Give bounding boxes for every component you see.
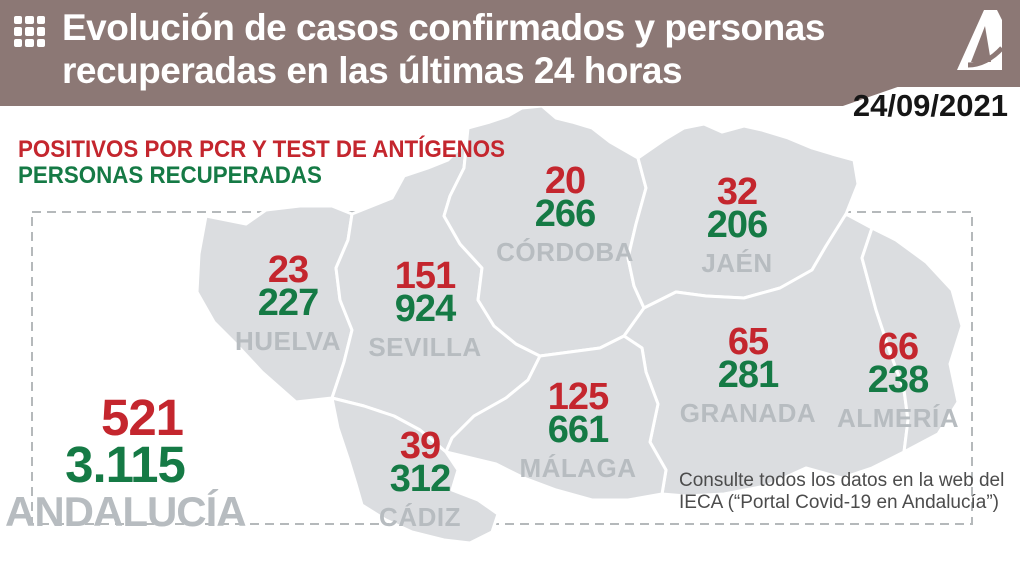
page-title: Evolución de casos confirmados y persona…: [62, 6, 825, 92]
legend: POSITIVOS POR PCR Y TEST DE ANTÍGENOS PE…: [18, 137, 505, 189]
positives-value: 39: [399, 425, 441, 467]
province-block-sevilla: 151 924 SEVILLA: [325, 255, 525, 362]
positives-value: 125: [547, 376, 609, 418]
province-block-malaga: 125 661 MÁLAGA: [478, 376, 678, 483]
recovered-value: 312: [389, 458, 451, 500]
province-label: ALMERÍA: [837, 403, 959, 433]
header-banner: Evolución de casos confirmados y persona…: [0, 0, 1020, 106]
positives-value: 65: [727, 321, 769, 363]
positives-value: 66: [877, 326, 919, 368]
province-label: CÁDIZ: [379, 502, 461, 532]
footer-note: Consulte todos los datos en la web del I…: [679, 470, 1005, 514]
recovered-value: 227: [257, 282, 319, 324]
footer-note-line-2: IECA (“Portal Covid-19 en Andalucía”): [679, 492, 999, 513]
map-region-cadiz: [330, 396, 500, 545]
province-label: HUELVA: [234, 326, 342, 356]
positives-value: 151: [394, 255, 456, 297]
province-label: CÓRDOBA: [496, 237, 634, 267]
province-label: GRANADA: [679, 398, 817, 428]
total-positives-value: 521: [100, 389, 184, 446]
legend-recovered-label: PERSONAS RECUPERADAS: [18, 162, 322, 189]
region-label: ANDALUCÍA: [5, 488, 247, 535]
date-notch: [840, 87, 1020, 107]
province-label: MÁLAGA: [519, 453, 637, 483]
map-region-malaga: [444, 334, 668, 502]
title-line-1: Evolución de casos confirmados y persona…: [62, 7, 825, 48]
recovered-value: 281: [717, 354, 779, 396]
legend-positives-label: POSITIVOS POR PCR Y TEST DE ANTÍGENOS: [18, 136, 506, 163]
region-totals-block: 521 3.115 ANDALUCÍA: [5, 389, 247, 535]
footer-note-line-1: Consulte todos los datos en la web del: [679, 470, 1005, 491]
recovered-value: 661: [547, 409, 609, 451]
province-block-almeria: 66 238 ALMERÍA: [798, 326, 998, 433]
positives-value: 32: [716, 171, 758, 213]
province-block-cordoba: 20 266 CÓRDOBA: [465, 160, 665, 267]
province-block-huelva: 23 227 HUELVA: [188, 249, 388, 356]
map-region-almeria: [860, 226, 964, 454]
positives-value: 23: [267, 249, 309, 291]
province-block-jaen: 32 206 JAÉN: [637, 171, 837, 278]
province-label: JAÉN: [701, 248, 773, 278]
province-label: SEVILLA: [368, 332, 482, 362]
grid-icon: [14, 16, 45, 47]
province-block-granada: 65 281 GRANADA: [648, 321, 848, 428]
province-block-cadiz: 39 312 CÁDIZ: [320, 425, 520, 532]
recovered-value: 266: [534, 193, 596, 235]
report-date: 24/09/2021: [852, 88, 1008, 123]
title-line-2: recuperadas en las últimas 24 horas: [62, 50, 683, 91]
recovered-value: 238: [867, 359, 929, 401]
positives-value: 20: [544, 160, 586, 202]
recovered-value: 924: [394, 288, 456, 330]
total-recovered-value: 3.115: [65, 436, 186, 493]
junta-de-andalucia-a-logo-icon: [957, 10, 1004, 70]
recovered-value: 206: [706, 204, 768, 246]
